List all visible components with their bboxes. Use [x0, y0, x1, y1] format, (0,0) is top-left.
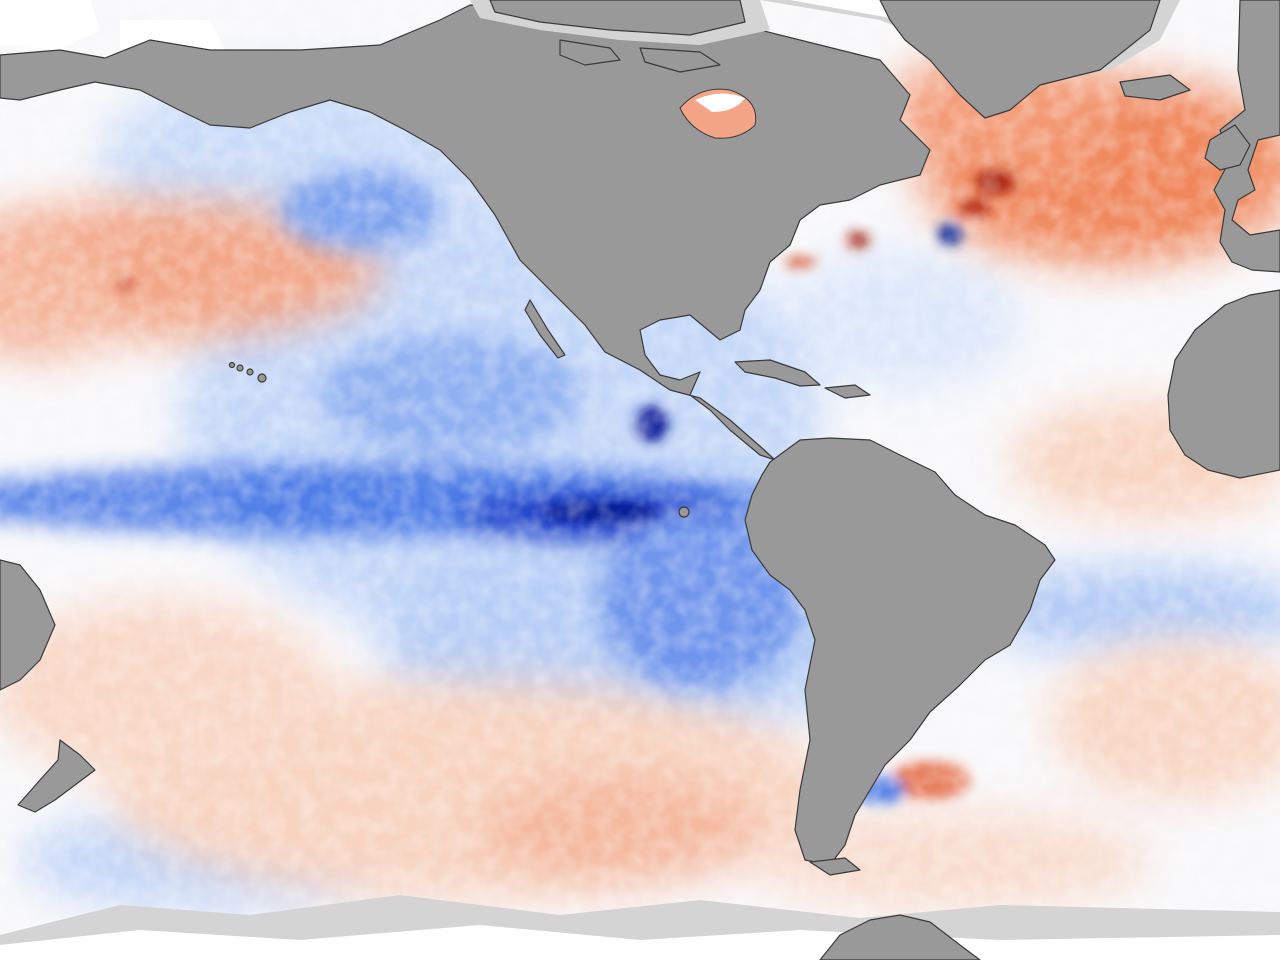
arctic-archipelago — [470, 0, 770, 73]
galapagos — [678, 506, 690, 518]
cuba — [734, 359, 821, 387]
antarctica — [819, 914, 981, 960]
greenland — [879, 0, 1161, 119]
iceland — [1119, 74, 1191, 101]
australia — [0, 559, 56, 691]
british-isles — [1204, 124, 1251, 171]
new-zealand — [17, 739, 96, 813]
south-america — [744, 437, 1056, 866]
africa — [1167, 289, 1280, 479]
hawaii — [228, 361, 267, 383]
